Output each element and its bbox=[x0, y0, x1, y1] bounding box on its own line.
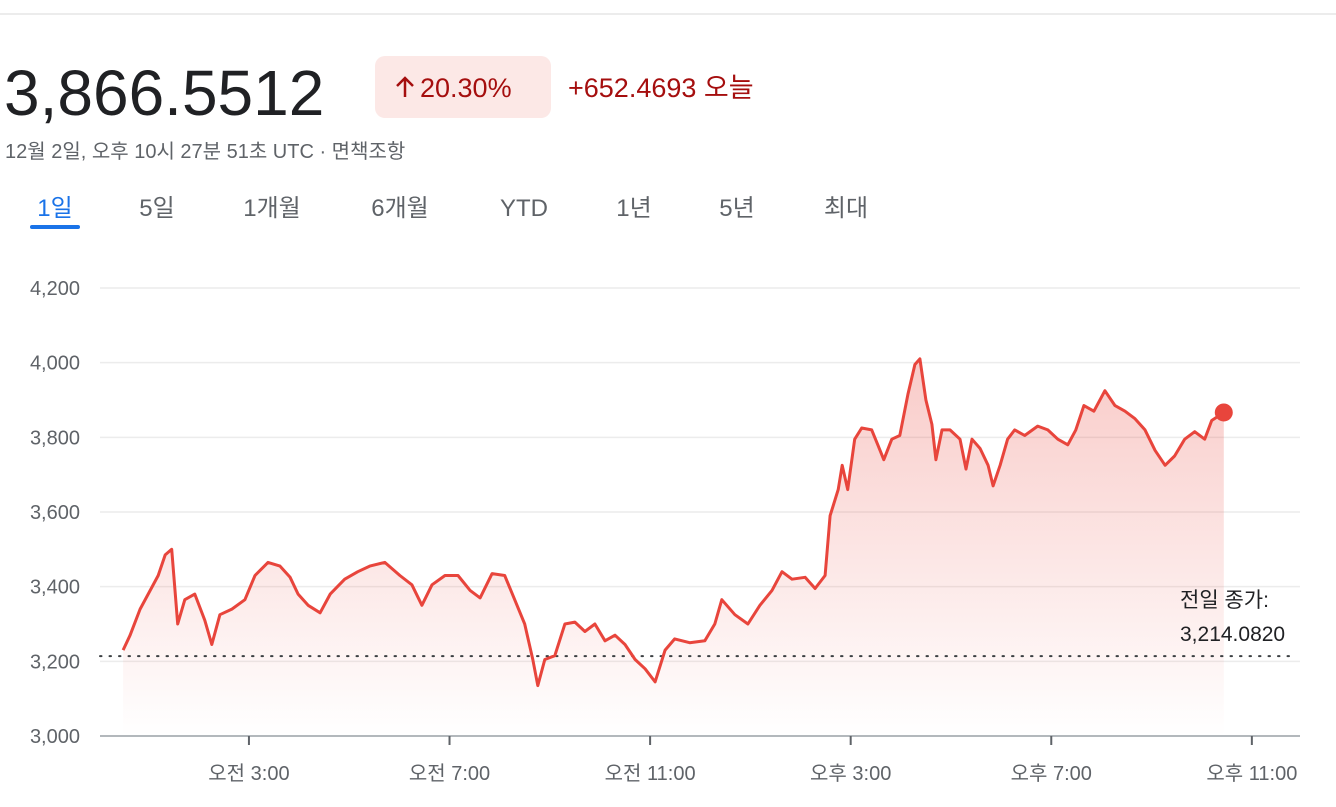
change-period: 오늘 bbox=[704, 73, 754, 103]
change-value: +652.4693 오늘 bbox=[568, 73, 754, 103]
tab[interactable]: 1일 bbox=[37, 195, 72, 222]
last-point bbox=[1214, 403, 1233, 422]
previous-close-value: 3,214.0820 bbox=[1180, 623, 1285, 646]
x-tick-label: 오전 11:00 bbox=[605, 762, 696, 785]
y-tick-label: 3,200 bbox=[30, 651, 80, 673]
tab[interactable]: 1개월 bbox=[243, 195, 301, 222]
change-amount: +652.4693 bbox=[568, 73, 696, 103]
change-percent: 20.30% bbox=[420, 73, 512, 103]
x-tick-label: 오전 7:00 bbox=[409, 762, 490, 785]
price-line bbox=[121, 357, 1225, 688]
tab[interactable]: 최대 bbox=[824, 195, 868, 222]
y-tick-label: 3,800 bbox=[30, 427, 80, 449]
timestamp: 12월 2일, 오후 10시 27분 51초 UTC · 면책조항 bbox=[5, 140, 405, 163]
tab-underline bbox=[30, 225, 80, 229]
y-tick-label: 4,200 bbox=[30, 278, 80, 300]
previous-close-label: 전일 종가: bbox=[1180, 589, 1269, 612]
area bbox=[123, 358, 1224, 736]
tab[interactable]: YTD bbox=[500, 195, 548, 222]
chart: 3,000 3,200 3,400 3,600 3,800 4,000 4,200 오전 3:… bbox=[30, 278, 1300, 785]
y-tick-label: 4,000 bbox=[30, 353, 80, 375]
tab[interactable]: 1년 bbox=[616, 195, 651, 222]
change-badge bbox=[375, 56, 551, 118]
x-tick-label: 오전 3:00 bbox=[208, 762, 289, 785]
price: 3,866.5512 bbox=[4, 57, 324, 129]
x-tick-label: 오후 3:00 bbox=[810, 762, 891, 785]
y-tick-label: 3,000 bbox=[30, 726, 80, 748]
y-tick-label: 3,600 bbox=[30, 502, 80, 524]
up-arrow bbox=[396, 76, 414, 97]
x-tick-label: 오후 11:00 bbox=[1206, 762, 1297, 785]
x-tick-label: 오후 7:00 bbox=[1011, 762, 1092, 785]
y-tick-label: 3,400 bbox=[30, 577, 80, 599]
tab-bar: 1일 5일 1개월 6개월 YTD 1년 5년 최대 bbox=[30, 195, 868, 229]
tab[interactable]: 5년 bbox=[719, 195, 754, 222]
tab[interactable]: 5일 bbox=[139, 195, 174, 222]
tab[interactable]: 6개월 bbox=[371, 195, 429, 222]
